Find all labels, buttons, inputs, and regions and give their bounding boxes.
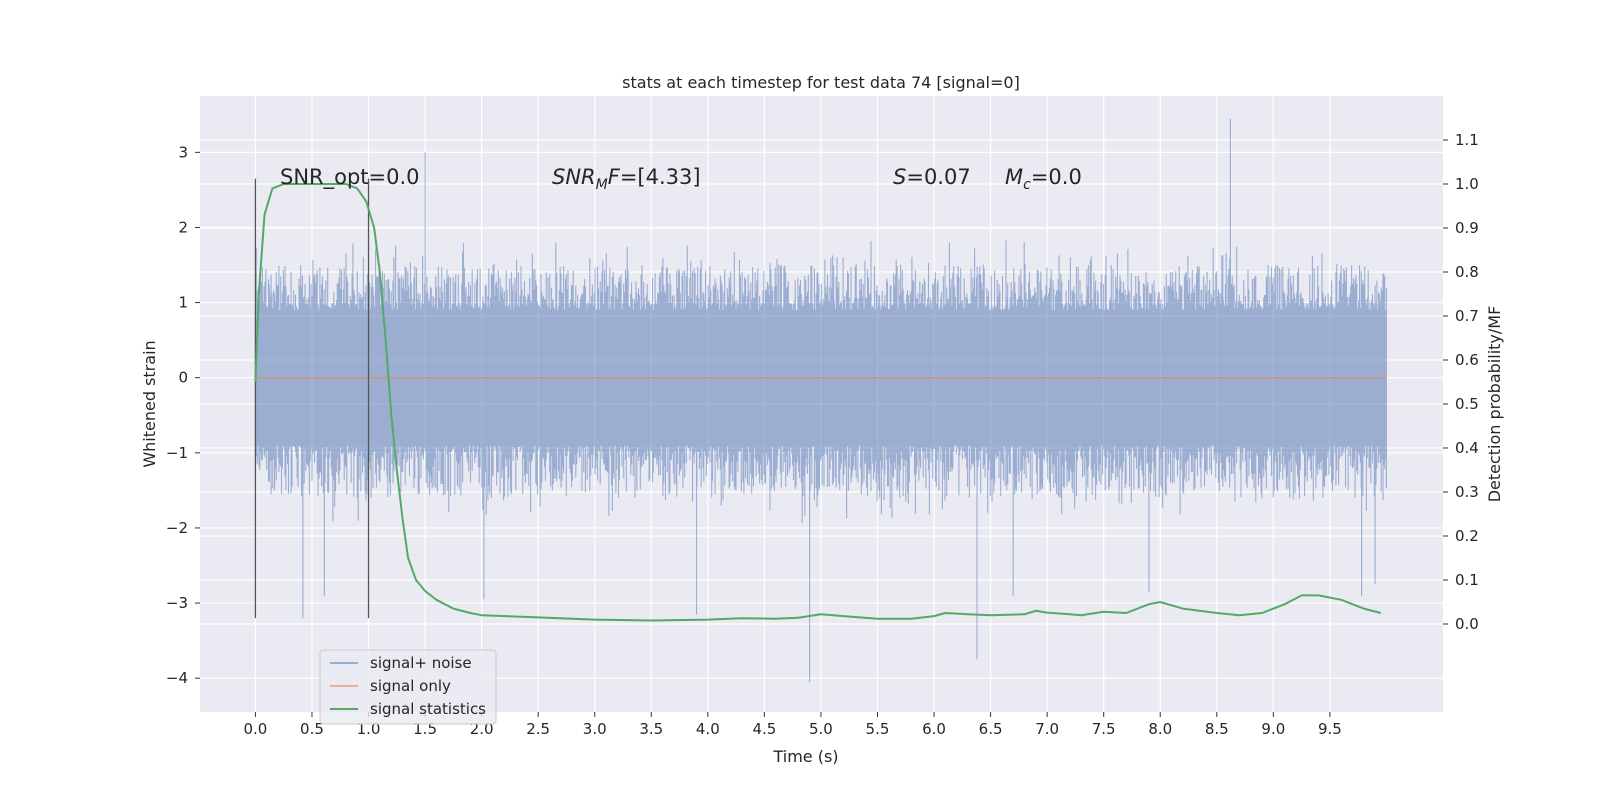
y-right-tick-label-5: 0.5 — [1455, 395, 1479, 413]
x-tick-label-1: 0.5 — [300, 720, 324, 738]
x-tick-label-18: 9.0 — [1261, 720, 1285, 738]
legend-label-signal-noise: signal+ noise — [370, 654, 472, 672]
legend-box — [319, 649, 497, 725]
y-axis-left-label: Whitened strain — [140, 340, 159, 467]
x-tick-label-6: 3.0 — [583, 720, 607, 738]
x-tick-label-15: 7.5 — [1092, 720, 1116, 738]
chart-title: stats at each timestep for test data 74 … — [622, 73, 1020, 92]
x-tick-label-9: 4.5 — [752, 720, 776, 738]
x-tick-label-5: 2.5 — [526, 720, 550, 738]
x-tick-label-19: 9.5 — [1318, 720, 1342, 738]
y-axis-right-label: Detection probability/MF — [1485, 306, 1504, 503]
x-tick-label-13: 6.5 — [979, 720, 1003, 738]
y-left-tick-label-2: −2 — [166, 519, 188, 537]
x-axis-ticks: 0.0 0.5 1.0 1.5 2.0 2.5 3.0 3.5 4.0 4.5 5.0 5.5 6.0 6… — [243, 712, 1342, 738]
annotation-s: S=0.07 — [893, 165, 971, 189]
annotation-snr-mf: SNRMF=[4.33] — [552, 165, 701, 193]
x-tick-label-11: 5.5 — [866, 720, 890, 738]
x-tick-label-8: 4.0 — [696, 720, 720, 738]
y-right-tick-label-8: 0.8 — [1455, 263, 1479, 281]
statistics-series — [254, 183, 1382, 622]
y-axis-right-ticks: 0.0 0.1 0.2 0.3 0.4 0.5 0.6 0.7 0.8 0.9 1.0 1.1 — [1443, 131, 1479, 633]
annotation-snr-opt: SNR_opt=0.0 — [280, 165, 420, 190]
y-right-tick-label-7: 0.7 — [1455, 307, 1479, 325]
x-tick-label-14: 7.0 — [1035, 720, 1059, 738]
y-left-tick-label-7: 3 — [178, 143, 188, 161]
x-tick-label-12: 6.0 — [922, 720, 946, 738]
x-tick-label-10: 5.0 — [809, 720, 833, 738]
x-tick-label-0: 0.0 — [243, 720, 267, 738]
y-right-tick-label-6: 0.6 — [1455, 351, 1479, 369]
x-axis-label: Time (s) — [772, 747, 838, 766]
statistics-line — [254, 183, 1382, 622]
x-tick-label-17: 8.5 — [1205, 720, 1229, 738]
y-right-tick-label-3: 0.3 — [1455, 483, 1479, 501]
y-left-tick-label-6: 2 — [178, 218, 188, 236]
y-left-tick-label-4: 0 — [178, 369, 188, 387]
annotation-mc: Mc=0.0 — [1005, 165, 1082, 193]
y-left-tick-label-0: −4 — [166, 669, 188, 687]
legend: signal+ noise signal only signal statist… — [319, 649, 497, 725]
y-right-tick-label-10: 1.0 — [1455, 175, 1479, 193]
legend-label-signal-statistics: signal statistics — [370, 700, 486, 718]
y-right-tick-label-0: 0.0 — [1455, 615, 1479, 633]
y-left-tick-label-1: −3 — [166, 594, 188, 612]
y-right-tick-label-1: 0.1 — [1455, 571, 1479, 589]
y-right-tick-label-11: 1.1 — [1455, 131, 1479, 149]
y-right-tick-label-9: 0.9 — [1455, 219, 1479, 237]
legend-label-signal-only: signal only — [370, 677, 451, 695]
window-markers — [254, 178, 370, 619]
y-axis-left-ticks: −4 −3 −2 −1 0 1 2 3 — [166, 143, 200, 687]
y-right-tick-label-4: 0.4 — [1455, 439, 1479, 457]
x-tick-label-7: 3.5 — [639, 720, 663, 738]
y-left-tick-label-3: −1 — [166, 444, 188, 462]
y-right-tick-label-2: 0.2 — [1455, 527, 1479, 545]
x-tick-label-16: 8.0 — [1148, 720, 1172, 738]
y-left-tick-label-5: 1 — [178, 294, 188, 312]
